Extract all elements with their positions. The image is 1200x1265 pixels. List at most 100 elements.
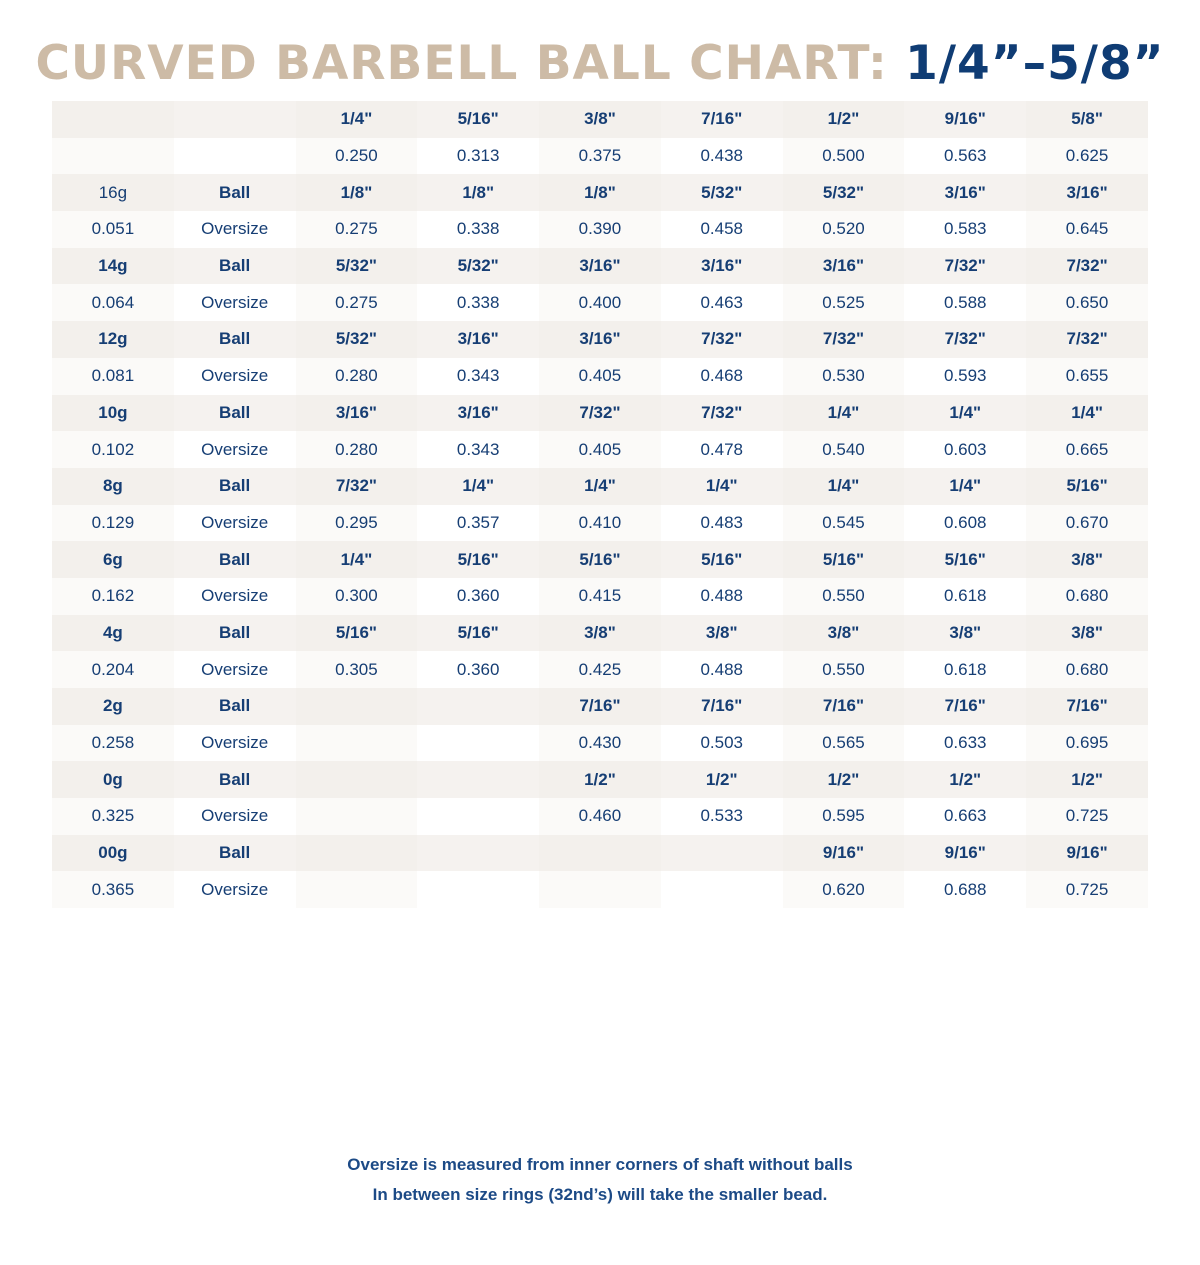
ball-label: Ball bbox=[173, 394, 296, 432]
ball-label: Ball bbox=[173, 688, 296, 725]
oversize-value: 0.280 bbox=[295, 431, 418, 468]
title-range: 1/4”–5/8” bbox=[905, 36, 1165, 91]
oversize-value: 0.645 bbox=[1026, 211, 1148, 248]
oversize-value: 0.688 bbox=[904, 871, 1027, 909]
ball-size: 5/16" bbox=[417, 541, 540, 578]
oversize-value: 0.300 bbox=[295, 577, 418, 615]
ball-size: 3/8" bbox=[904, 614, 1027, 652]
ball-size: 5/32" bbox=[782, 174, 905, 212]
table-row-oversize: 0.204 Oversize 0.305 0.360 0.425 0.488 0.550 0.… bbox=[52, 651, 1148, 688]
ball-size: 7/16" bbox=[1026, 688, 1148, 725]
ball-size bbox=[295, 761, 418, 799]
oversize-value: 0.295 bbox=[295, 504, 418, 542]
ball-size: 5/16" bbox=[295, 614, 418, 652]
ball-size: 3/16" bbox=[417, 394, 540, 432]
ball-size: 5/16" bbox=[1026, 467, 1148, 505]
oversize-value: 0.478 bbox=[660, 431, 783, 468]
ball-size: 1/4" bbox=[782, 467, 905, 505]
oversize-value: 0.488 bbox=[660, 577, 783, 615]
gauge-label: 6g bbox=[52, 541, 174, 578]
ball-size: 3/16" bbox=[782, 247, 905, 285]
ball-size bbox=[417, 834, 540, 872]
footer-note: Oversize is measured from inner corners … bbox=[347, 1155, 853, 1174]
table-row-ball: 0g Ball 1/2" 1/2" 1/2" 1/2" 1/2" bbox=[52, 761, 1148, 799]
oversize-value: 0.357 bbox=[417, 504, 540, 542]
ball-size: 5/16" bbox=[417, 614, 540, 652]
oversize-label: Oversize bbox=[173, 284, 296, 322]
ball-size: 5/16" bbox=[539, 541, 661, 578]
oversize-value: 0.360 bbox=[417, 577, 540, 615]
oversize-value bbox=[417, 798, 540, 835]
ball-size: 7/32" bbox=[660, 394, 783, 432]
oversize-value: 0.458 bbox=[660, 211, 783, 248]
oversize-value: 0.463 bbox=[660, 284, 783, 322]
ball-label: Ball bbox=[173, 174, 296, 212]
ball-size: 7/32" bbox=[1026, 321, 1148, 358]
size-header: 5/16" bbox=[417, 101, 540, 138]
ball-size: 3/16" bbox=[539, 247, 661, 285]
oversize-value: 0.425 bbox=[539, 651, 661, 688]
oversize-value: 0.460 bbox=[539, 798, 661, 835]
ball-size: 1/4" bbox=[295, 541, 418, 578]
oversize-value bbox=[539, 871, 661, 909]
oversize-value: 0.655 bbox=[1026, 357, 1148, 395]
footer-note: In between size rings (32nd’s) will take… bbox=[372, 1185, 828, 1204]
ball-size: 3/8" bbox=[539, 614, 661, 652]
empty-cell bbox=[173, 101, 296, 138]
oversize-value: 0.343 bbox=[417, 431, 540, 468]
table-row-oversize: 0.081 Oversize 0.280 0.343 0.405 0.468 0.530 0.… bbox=[52, 357, 1148, 395]
oversize-value bbox=[295, 871, 418, 909]
ball-label: Ball bbox=[173, 614, 296, 652]
oversize-value: 0.608 bbox=[904, 504, 1027, 542]
gauge-decimal: 0.081 bbox=[52, 357, 174, 395]
oversize-value: 0.410 bbox=[539, 504, 661, 542]
gauge-label: 16g bbox=[52, 174, 174, 212]
empty-cell bbox=[173, 137, 296, 175]
ball-size bbox=[295, 834, 418, 872]
ball-size: 5/32" bbox=[417, 247, 540, 285]
oversize-value bbox=[660, 871, 783, 909]
ball-size: 3/16" bbox=[1026, 174, 1148, 212]
ball-size: 3/16" bbox=[417, 321, 540, 358]
ball-size: 1/2" bbox=[660, 761, 783, 799]
oversize-value: 0.618 bbox=[904, 651, 1027, 688]
oversize-value bbox=[295, 798, 418, 835]
size-header: 1/4" bbox=[295, 101, 418, 138]
oversize-value: 0.663 bbox=[904, 798, 1027, 835]
gauge-decimal: 0.258 bbox=[52, 724, 174, 762]
page-title: CURVED BARBELL BALL CHART: 1/4”–5/8” bbox=[0, 36, 1200, 91]
oversize-label: Oversize bbox=[173, 504, 296, 542]
size-decimal: 0.438 bbox=[660, 137, 783, 175]
title-text: CURVED BARBELL BALL CHART: bbox=[35, 36, 906, 91]
oversize-label: Oversize bbox=[173, 798, 296, 835]
oversize-value: 0.488 bbox=[660, 651, 783, 688]
oversize-label: Oversize bbox=[173, 724, 296, 762]
oversize-value: 0.680 bbox=[1026, 651, 1148, 688]
gauge-decimal: 0.129 bbox=[52, 504, 174, 542]
gauge-label: 2g bbox=[52, 688, 174, 725]
ball-size: 5/16" bbox=[782, 541, 905, 578]
ball-size: 5/16" bbox=[904, 541, 1027, 578]
oversize-value bbox=[295, 724, 418, 762]
table-row-oversize: 0.258 Oversize 0.430 0.503 0.565 0.633 0.695 bbox=[52, 724, 1148, 762]
oversize-value: 0.603 bbox=[904, 431, 1027, 468]
gauge-label: 4g bbox=[52, 614, 174, 652]
ball-size: 7/16" bbox=[782, 688, 905, 725]
gauge-decimal: 0.325 bbox=[52, 798, 174, 835]
gauge-label: 14g bbox=[52, 247, 174, 285]
oversize-value: 0.583 bbox=[904, 211, 1027, 248]
ball-size: 1/4" bbox=[417, 467, 540, 505]
oversize-label: Oversize bbox=[173, 651, 296, 688]
ball-size bbox=[660, 834, 783, 872]
oversize-value: 0.595 bbox=[782, 798, 905, 835]
oversize-value: 0.593 bbox=[904, 357, 1027, 395]
oversize-value: 0.533 bbox=[660, 798, 783, 835]
ball-chart-table: 1/4" 5/16" 3/8" 7/16" 1/2" 9/16" 5/8" 0.250 0.31… bbox=[52, 101, 1148, 909]
ball-size: 3/16" bbox=[295, 394, 418, 432]
oversize-value: 0.540 bbox=[782, 431, 905, 468]
ball-size: 9/16" bbox=[904, 834, 1027, 872]
oversize-value: 0.360 bbox=[417, 651, 540, 688]
table-row-ball: 4g Ball 5/16" 5/16" 3/8" 3/8" 3/8" 3/8" 3/8" bbox=[52, 614, 1148, 652]
oversize-value: 0.695 bbox=[1026, 724, 1148, 762]
size-header: 1/2" bbox=[782, 101, 905, 138]
